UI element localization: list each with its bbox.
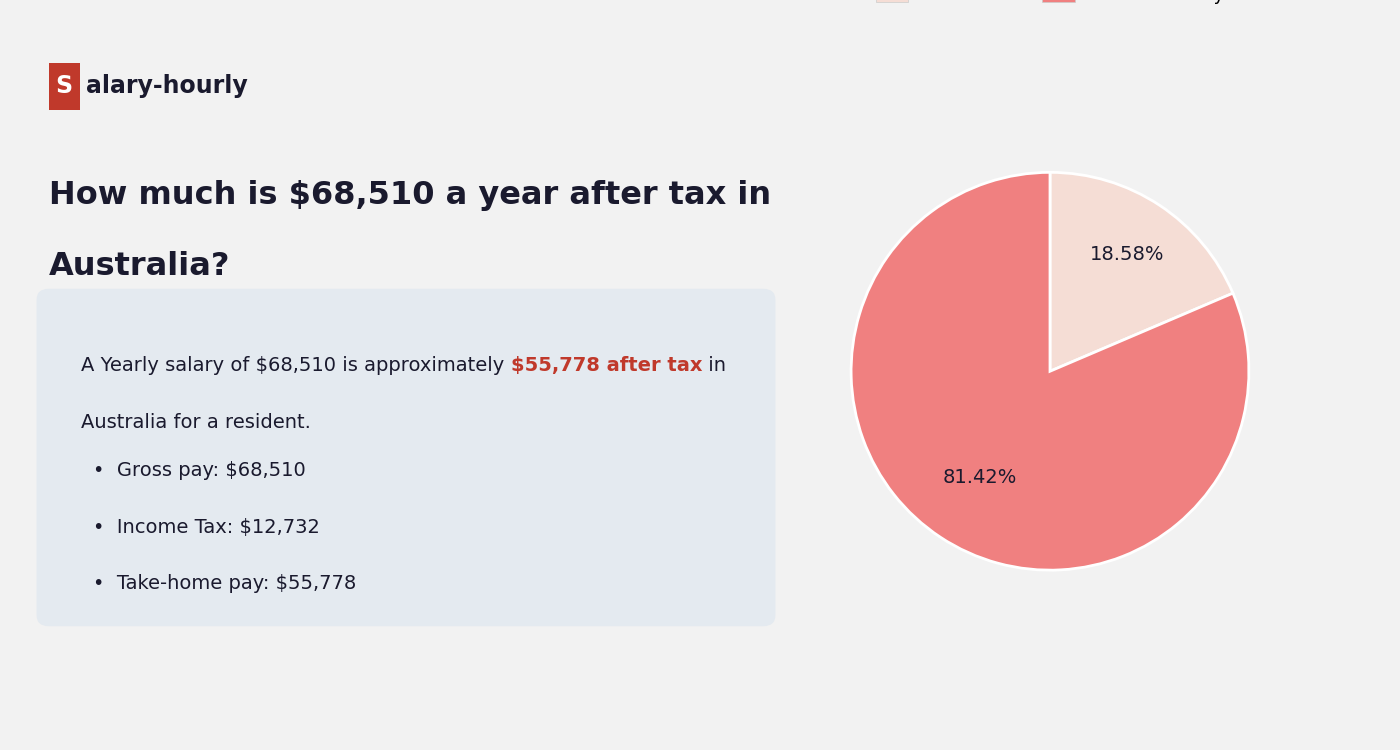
Text: Australia?: Australia? [49, 251, 230, 282]
Text: $55,778 after tax: $55,778 after tax [511, 356, 703, 375]
Text: Australia for a resident.: Australia for a resident. [81, 413, 311, 431]
Wedge shape [1050, 172, 1233, 371]
Wedge shape [851, 172, 1249, 570]
Text: •  Income Tax: $12,732: • Income Tax: $12,732 [94, 518, 321, 536]
Text: alary-hourly: alary-hourly [85, 74, 248, 98]
Text: S: S [56, 74, 73, 98]
Text: •  Gross pay: $68,510: • Gross pay: $68,510 [94, 461, 307, 480]
Text: 81.42%: 81.42% [942, 468, 1016, 488]
Text: •  Take-home pay: $55,778: • Take-home pay: $55,778 [94, 574, 357, 592]
Text: A Yearly salary of $68,510 is approximately: A Yearly salary of $68,510 is approximat… [81, 356, 511, 375]
Legend: Income Tax, Take-home Pay: Income Tax, Take-home Pay [868, 0, 1232, 11]
FancyBboxPatch shape [49, 63, 80, 110]
Text: in: in [703, 356, 727, 375]
Text: 18.58%: 18.58% [1091, 244, 1165, 264]
FancyBboxPatch shape [36, 289, 776, 626]
Text: How much is $68,510 a year after tax in: How much is $68,510 a year after tax in [49, 180, 771, 211]
